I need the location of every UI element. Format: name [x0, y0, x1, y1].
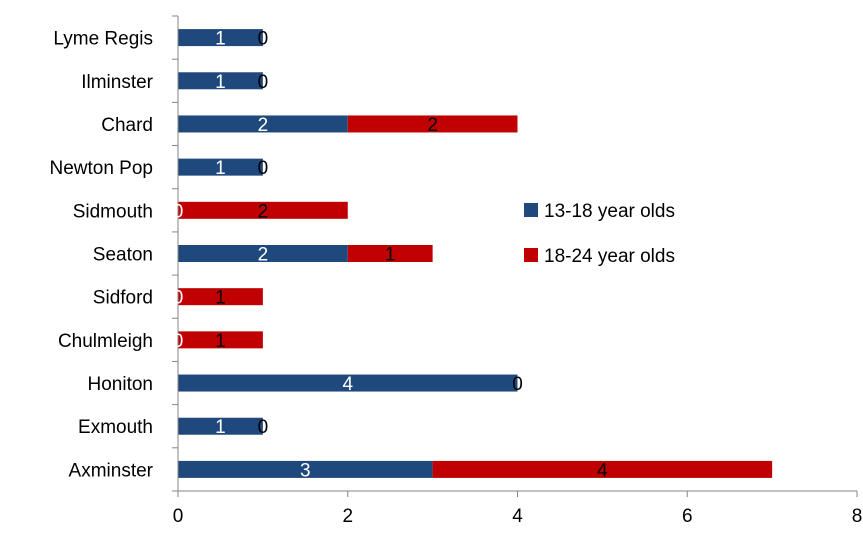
- category-labels: Axminster Exmouth Honiton Chulmleigh Sidford…: [49, 29, 153, 482]
- data-label-sidford-series-1: 1: [215, 288, 226, 309]
- data-label-exmouth-series-0: 1: [215, 417, 226, 438]
- category-label-honiton: Honiton: [88, 374, 154, 395]
- bar-chulmleigh-series-1: [178, 331, 263, 349]
- data-label-honiton-series-0: 4: [342, 374, 353, 395]
- legend-swatch-18-24: [524, 248, 538, 262]
- bar-sidford-series-1: [178, 288, 263, 306]
- data-label-seaton-series-1: 1: [385, 245, 396, 266]
- category-label-chulmleigh: Chulmleigh: [58, 331, 153, 352]
- x-tick-label: 2: [342, 506, 353, 527]
- bar-seaton-series-1: [347, 245, 433, 262]
- bar-axminster-series-0: [178, 460, 433, 478]
- x-axis-ticks: [177, 491, 858, 497]
- data-label-ilminster-series-1: 0: [258, 72, 269, 93]
- bar-newton-pop-series-0: [178, 158, 263, 176]
- x-tick-labels: 0 2 4 6 8: [173, 506, 863, 527]
- bar-axminster-series-1: [432, 460, 773, 478]
- x-tick-label: 0: [173, 506, 184, 527]
- bar-chard-series-0: [178, 115, 348, 133]
- data-label-sidford-series-0: 0: [173, 288, 184, 309]
- data-labels-layer: 3 4 1 0 4 0 0 1 0 1 2 1 0 2 1 0 2 2 1 0 1 0: [173, 29, 608, 482]
- category-label-sidmouth: Sidmouth: [73, 201, 153, 222]
- data-label-axminster-series-1: 4: [597, 460, 608, 481]
- x-tick-label: 6: [682, 506, 693, 527]
- x-tick-label: 8: [852, 506, 863, 527]
- data-label-ilminster-series-0: 1: [215, 72, 226, 93]
- category-label-exmouth: Exmouth: [78, 417, 153, 438]
- data-label-chulmleigh-series-1: 1: [215, 331, 226, 352]
- bar-honiton-series-0: [178, 374, 518, 392]
- category-label-sidford: Sidford: [93, 288, 153, 309]
- y-axis-ticks: [172, 15, 178, 492]
- x-tick-label: 4: [512, 506, 523, 527]
- category-label-axminster: Axminster: [69, 460, 154, 481]
- data-label-chard-series-1: 2: [427, 115, 438, 136]
- data-label-sidmouth-series-1: 2: [258, 201, 269, 222]
- data-label-chulmleigh-series-0: 0: [173, 331, 184, 352]
- category-label-seaton: Seaton: [93, 245, 153, 266]
- bar-ilminster-series-0: [178, 72, 263, 90]
- data-label-chard-series-0: 2: [258, 115, 269, 136]
- bar-lyme-regis-series-0: [178, 29, 263, 47]
- legend-label-18-24: 18-24 year olds: [544, 246, 675, 267]
- data-label-axminster-series-0: 3: [300, 460, 311, 481]
- category-label-chard: Chard: [101, 115, 153, 136]
- bar-exmouth-series-0: [178, 417, 263, 435]
- data-label-seaton-series-0: 2: [258, 245, 269, 266]
- data-label-newton-pop-series-0: 1: [215, 158, 226, 179]
- legend-label-13-18: 13-18 year olds: [544, 201, 675, 222]
- category-label-ilminster: Ilminster: [81, 72, 153, 93]
- bar-seaton-series-0: [178, 245, 348, 262]
- bar-sidmouth-series-1: [178, 201, 348, 219]
- data-label-exmouth-series-1: 0: [258, 417, 269, 438]
- data-label-newton-pop-series-1: 0: [258, 158, 269, 179]
- category-label-newton-pop: Newton Pop: [49, 158, 153, 179]
- legend-swatch-13-18: [524, 203, 538, 217]
- legend: 13-18 year olds 18-24 year olds: [524, 201, 675, 267]
- bars-layer: [178, 29, 773, 478]
- data-label-sidmouth-series-0: 0: [173, 201, 184, 222]
- bar-chard-series-1: [347, 115, 518, 133]
- data-label-lyme-regis-series-1: 0: [258, 29, 269, 50]
- data-label-honiton-series-1: 0: [512, 374, 523, 395]
- category-label-lyme-regis: Lyme Regis: [53, 29, 153, 50]
- data-label-lyme-regis-series-0: 1: [215, 29, 226, 50]
